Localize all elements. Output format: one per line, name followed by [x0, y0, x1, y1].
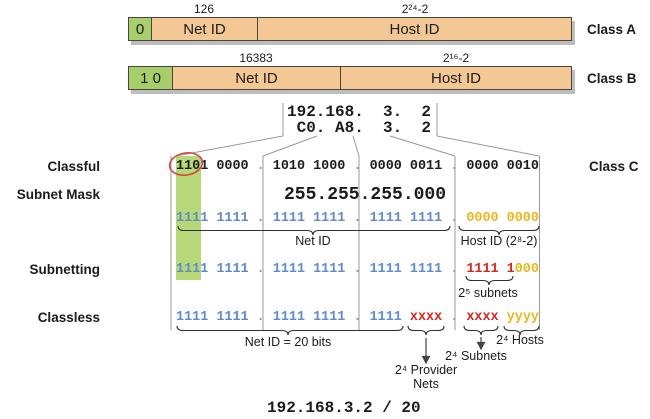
provider-nets-line2: Nets: [413, 376, 439, 391]
row-label-classful: Classful: [47, 159, 100, 174]
subnets-2pow4-annotation: 2⁴ Subnets: [445, 349, 507, 363]
class-a-netid-cell: Net ID: [152, 18, 258, 40]
fan-diag-4: [389, 135, 456, 157]
class-prefix-highlight-band: [176, 156, 201, 280]
cidr-address: 192.168.3.2 / 20: [267, 399, 421, 417]
subnet-mask-decimal: 255.255.255.000: [284, 185, 447, 205]
class-a-label: Class A: [587, 22, 637, 37]
class-b-prefix-cell: 1 0: [129, 67, 173, 89]
fan-diag-5: [436, 135, 540, 157]
class-b-hostid-cell: Host ID: [341, 67, 571, 89]
subnet-mask-bits-row: 1111 1111 . 1111 1111 . 1111 1111 . 0000…: [176, 211, 539, 226]
class-c-label: Class C: [589, 159, 639, 174]
classless-bits-row: 1111 1111 . 1111 1111 . 1111 xxxx . xxxx…: [176, 310, 539, 325]
class-a-net-count-label: 126: [193, 2, 215, 16]
class-a-host-count-label: 2²⁴-2: [401, 2, 429, 16]
row-label-subnet-mask: Subnet Mask: [16, 187, 100, 202]
class-b-host-count-label: 2¹⁶-2: [442, 51, 470, 65]
class-a-bar: 0 Net ID Host ID: [128, 17, 572, 41]
class-a-prefix-cell: 0: [129, 18, 152, 40]
decimal-address: 192.168. 3. 2: [287, 103, 432, 121]
hex-address: C0. A8. 3. 2: [287, 119, 432, 137]
class-b-netid-cell: Net ID: [173, 67, 341, 89]
class-b-bar: 1 0 Net ID Host ID: [128, 66, 572, 90]
class-b-net-count-label: 16383: [239, 51, 273, 65]
net-id-annotation: Net ID: [295, 234, 331, 248]
fan-diag-1: [175, 135, 284, 157]
netid20-brace: [176, 325, 404, 336]
fan-diag-3: [352, 135, 360, 157]
subnetting-bits-row: 1111 1111 . 1111 1111 . 1111 1111 . 1111…: [176, 262, 539, 277]
class-b-label: Class B: [587, 71, 637, 86]
fan-diag-2: [262, 135, 318, 157]
subnets-2pow5-annotation: 2⁵ subnets: [458, 286, 518, 300]
provider-nets-line1: 2⁴ Provider: [394, 363, 458, 377]
net-id-20-bits-annotation: Net ID = 20 bits: [244, 335, 332, 349]
row-label-subnetting: Subnetting: [29, 262, 101, 277]
subnets4-brace: [463, 325, 499, 336]
provider-brace: [407, 325, 445, 336]
hosts-2pow4-annotation: 2⁴ Hosts: [496, 333, 544, 347]
provider-nets-annotation: 2⁴ Provider Nets: [394, 363, 458, 391]
classful-bits-row: 1101 0000 . 1010 1000 . 0000 0011 . 0000…: [176, 159, 539, 174]
row-label-classless: Classless: [37, 310, 100, 325]
class-a-hostid-cell: Host ID: [258, 18, 571, 40]
host-id-annotation: Host ID (2⁸-2): [460, 234, 538, 248]
